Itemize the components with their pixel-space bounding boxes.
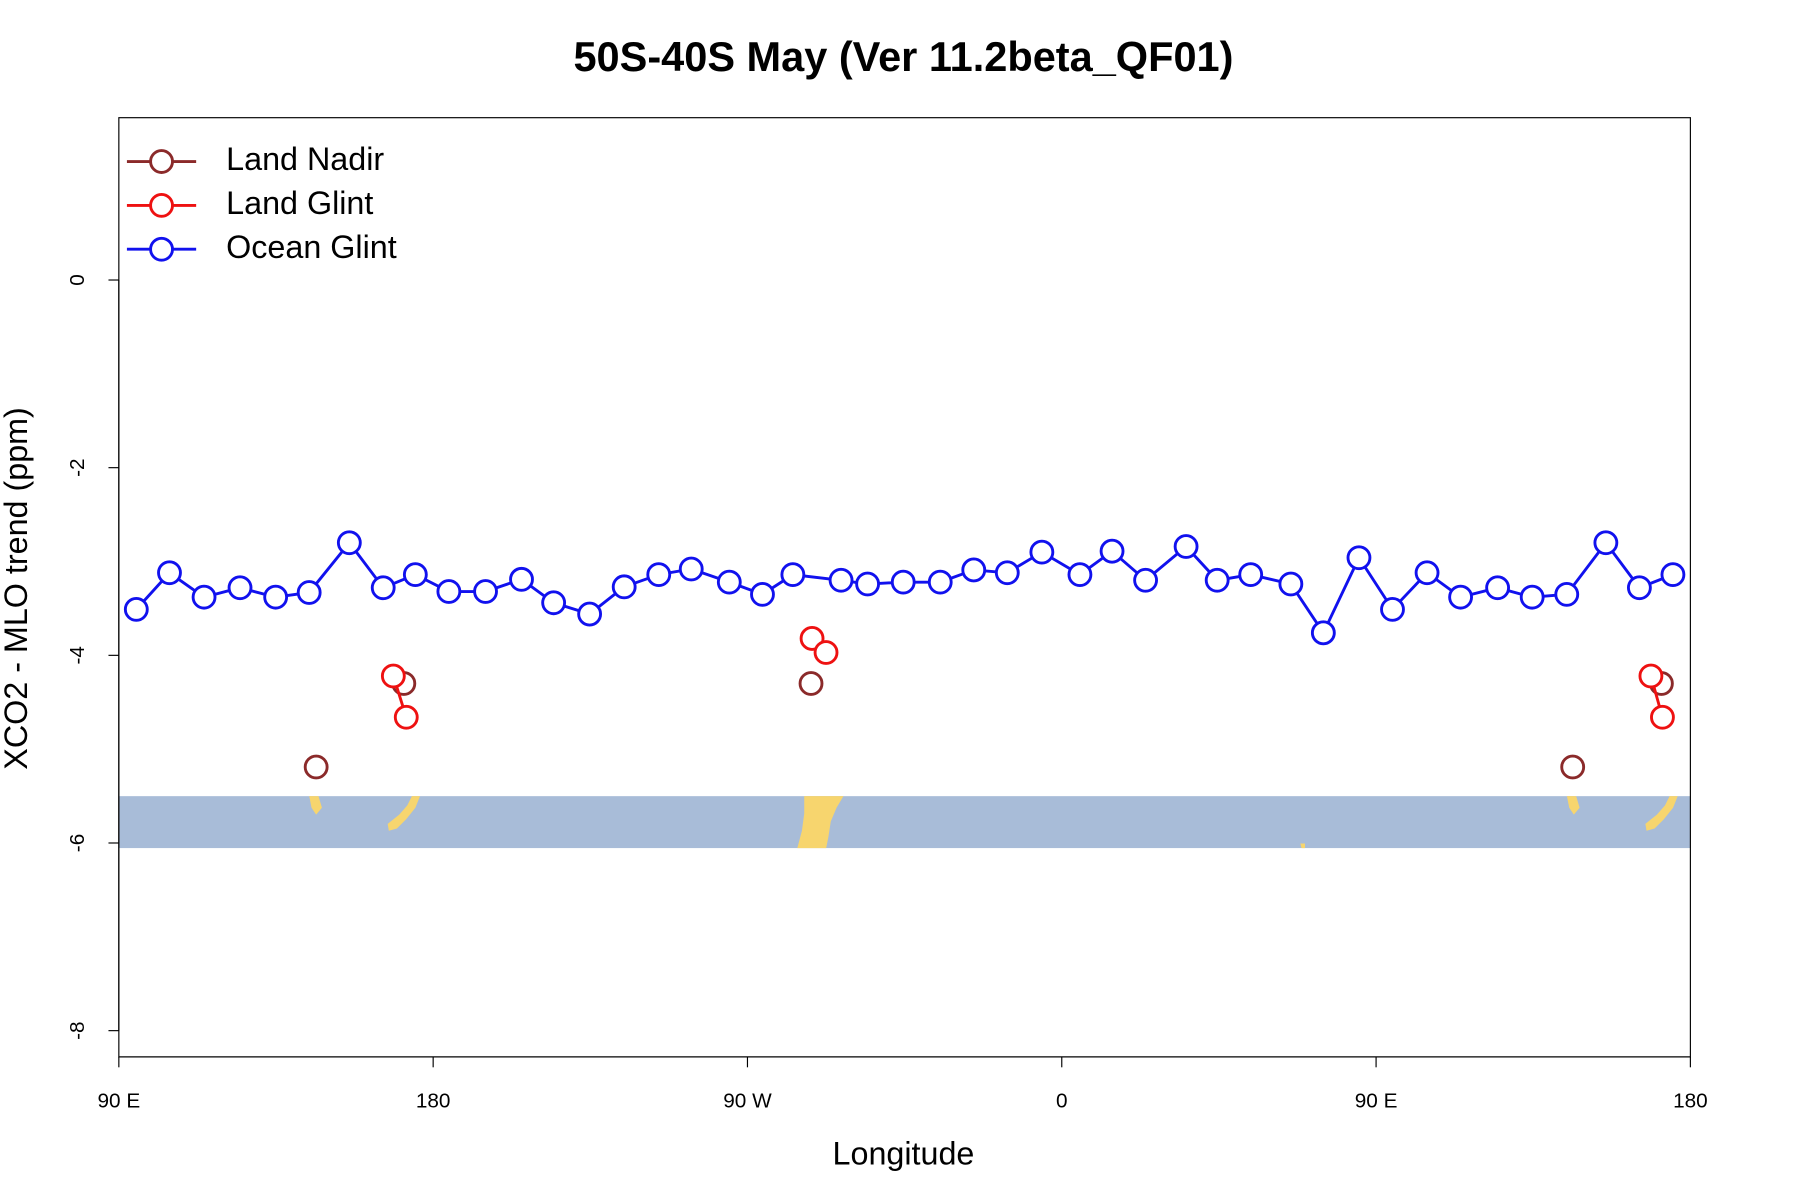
map-strip (118, 796, 1691, 849)
chart-title: 50S-40S May (Ver 11.2beta_QF01) (573, 33, 1233, 80)
land-shape (387, 796, 420, 831)
data-point (1554, 581, 1580, 607)
x-tick-label: 180 (1673, 1089, 1708, 1112)
data-point (961, 557, 987, 583)
series (123, 530, 1686, 646)
x-tick-label: 180 (416, 1089, 451, 1112)
data-point (380, 663, 406, 689)
data-point (509, 566, 534, 592)
data-point (828, 567, 854, 593)
y-axis-label: XCO2 - MLO trend (ppm) (0, 407, 34, 770)
data-point (123, 596, 149, 622)
legend-label: Ocean Glint (226, 229, 397, 265)
data-point (798, 671, 824, 696)
series (380, 626, 1675, 730)
data-point (716, 569, 742, 595)
land-shape (309, 796, 322, 815)
data-point (1519, 584, 1545, 610)
data-point (1485, 575, 1511, 601)
data-point (1067, 562, 1093, 588)
land-shape (1566, 796, 1580, 815)
data-point (1278, 571, 1304, 597)
land-shape (797, 796, 844, 849)
data-point (1448, 584, 1473, 610)
data-point (1626, 575, 1652, 601)
y-tick-label: -2 (66, 458, 89, 476)
data-point (1560, 754, 1586, 780)
ocean-band (118, 796, 1691, 849)
data-point (402, 562, 428, 588)
data-point (1593, 530, 1619, 556)
data-point (227, 575, 253, 601)
y-tick-label: 0 (66, 274, 89, 286)
data-point (678, 556, 704, 582)
data-point (1173, 534, 1199, 559)
data-point (296, 580, 322, 605)
legend-label: Land Nadir (226, 141, 384, 177)
data-point (1638, 663, 1664, 689)
data-point (1029, 539, 1055, 565)
legend-marker (149, 236, 174, 262)
x-axis-label: Longitude (833, 1136, 975, 1172)
data-point (303, 754, 329, 780)
data-point (1133, 567, 1158, 593)
x-tick-label: 90 W (723, 1089, 772, 1112)
x-tick-label: 0 (1056, 1089, 1068, 1112)
data-point (1204, 567, 1230, 593)
data-point (370, 575, 396, 601)
data-point (336, 530, 362, 556)
legend-label: Land Glint (226, 185, 373, 221)
data-point (1099, 538, 1125, 564)
x-tick-label: 90 E (98, 1089, 141, 1112)
data-point (1310, 620, 1336, 646)
data-point (780, 562, 806, 588)
y-tick-label: -6 (66, 834, 89, 852)
data-point (1238, 562, 1264, 588)
y-tick-label: -4 (66, 646, 89, 664)
data-point (1660, 562, 1686, 588)
data-point (750, 581, 775, 607)
data-point (577, 601, 603, 627)
data-point (1650, 704, 1675, 730)
data-point (263, 584, 289, 610)
data-point (1414, 560, 1440, 586)
data-point (855, 571, 881, 597)
data-point (611, 574, 637, 600)
series (303, 671, 1674, 780)
data-point (1346, 545, 1372, 571)
land-shape (1645, 796, 1678, 831)
data-point (927, 569, 953, 595)
legend-marker (149, 149, 174, 174)
legend-marker (149, 192, 174, 218)
data-point (1380, 596, 1405, 622)
data-point (994, 560, 1020, 586)
x-tick-label: 90 E (1355, 1089, 1398, 1112)
data-point (191, 584, 217, 610)
data-point (436, 579, 462, 604)
data-point (157, 560, 182, 586)
data-point (393, 704, 419, 730)
data-point (890, 569, 916, 595)
data-point (646, 562, 672, 588)
data-point (541, 590, 567, 616)
land-shape (1300, 843, 1305, 849)
data-point (473, 579, 498, 604)
legend: Land Nadir Land Glint Ocean Glint (126, 141, 397, 265)
y-tick-label: -8 (66, 1021, 89, 1039)
data-point (813, 640, 839, 665)
